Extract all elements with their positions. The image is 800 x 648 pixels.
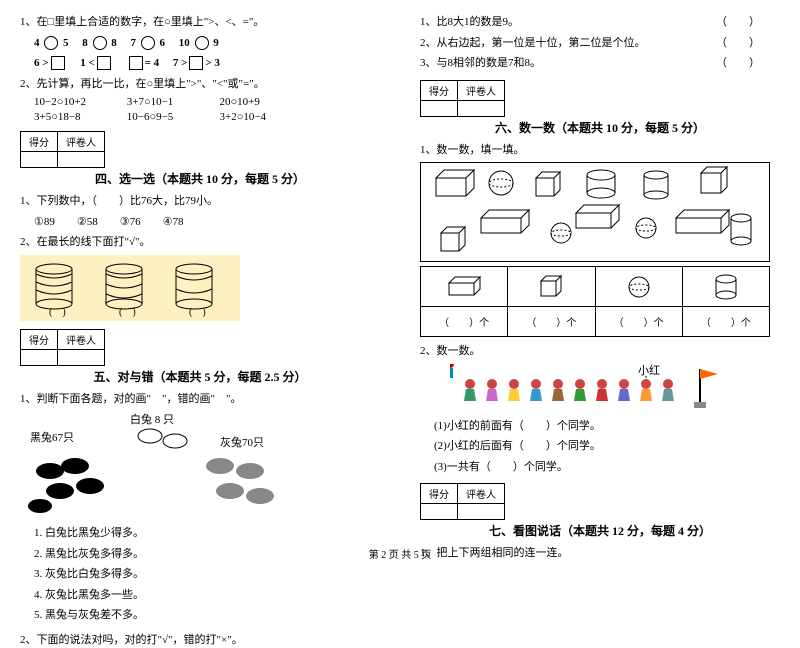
line: (3)一共有（ ）个同学。: [434, 459, 780, 476]
tf-3: 3、与8相邻的数是7和8。 （ ）: [420, 55, 780, 72]
gray-rabbit-label: 灰兔70只: [220, 435, 264, 449]
grader-label: 评卷人: [458, 80, 505, 100]
cylinders-image: ( ) ( ) ( ): [20, 255, 240, 321]
paren: （ ）: [716, 35, 760, 52]
s4-q2: 2、在最长的线下面打"√"。: [20, 234, 380, 251]
section4-title: 四、选一选（本题共 10 分，每题 5 分）: [20, 170, 380, 187]
score-label: 得分: [421, 80, 458, 100]
q1-prompt: 1、在□里填上合适的数字，在○里填上">、<、="。: [20, 14, 380, 31]
t: = 4: [145, 57, 160, 69]
n: 4: [34, 37, 40, 49]
grader-label: 评卷人: [58, 329, 105, 349]
s6-q1: 1、数一数，填一填。: [420, 142, 780, 159]
n: 9: [213, 37, 219, 49]
tf-2: 2、从右边起，第一位是十位，第二位是个位。 （ ）: [420, 35, 780, 52]
q1-row2: 6 > 1 < = 4 7 > > 3: [20, 55, 380, 72]
line: (2)小红的后面有（ ）个同学。: [434, 438, 780, 455]
right-column: 1、比8大1的数是9。（ ） 2、从右边起，第一位是十位，第二位是个位。（ ） …: [400, 0, 800, 545]
expr: 10−2○10+2: [34, 96, 124, 108]
svg-text:小红: 小红: [638, 364, 660, 377]
item: 4. 灰兔比黑兔多一些。: [34, 587, 380, 604]
section7-title: 七、看图说话（本题共 12 分，每题 4 分）: [420, 522, 780, 539]
blank-circle: [93, 36, 107, 50]
tf-text: 1、比8大1的数是9。: [420, 16, 519, 28]
count-cell: （ ）个: [595, 307, 682, 337]
blank-box: [51, 56, 65, 70]
s6-q2: 2、数一数。: [420, 343, 780, 360]
count-cell: （ ）个: [508, 307, 595, 337]
s5-q2: 2、下面的说法对吗，对的打"√"，错的打"×"。: [20, 632, 380, 648]
cylinder-icon: [682, 267, 769, 307]
svg-text:( ): ( ): [119, 307, 136, 317]
q2-line1: 10−2○10+2 3+7○10−1 20○10+9: [20, 96, 380, 108]
blank-circle: [44, 36, 58, 50]
cuboid-icon: [421, 267, 508, 307]
expr: 20○10+9: [220, 96, 310, 108]
expr: 3+2○10−4: [220, 111, 310, 123]
s6-lines: (1)小红的前面有（ ）个同学。 (2)小红的后面有（ ）个同学。 (3)一共有…: [420, 418, 780, 476]
expr: 3+7○10−1: [127, 96, 217, 108]
svg-text:( ): ( ): [189, 307, 206, 317]
t: 7 >: [173, 57, 188, 69]
t: 1 <: [80, 57, 95, 69]
expr: 3+5○18−8: [34, 111, 124, 123]
q1-row1: 4 5 8 8 7 6 10 9: [20, 35, 380, 52]
n: 5: [63, 37, 69, 49]
grader-label: 评卷人: [58, 132, 105, 152]
shapes-image: [420, 162, 770, 262]
score-box-4: 得分评卷人: [420, 483, 505, 520]
item: 5. 黑兔与灰兔差不多。: [34, 607, 380, 624]
rabbits-image: 黑兔67只 白兔 8 只 灰兔70只: [20, 411, 300, 521]
score-label: 得分: [421, 484, 458, 504]
s5-q1: 1、判断下面各题，对的画" "，错的画" "。: [20, 391, 380, 408]
count-cell: （ ）个: [421, 307, 508, 337]
s4-q1: 1、下列数中，（ ）比76大，比79小。: [20, 193, 380, 210]
line: (1)小红的前面有（ ）个同学。: [434, 418, 780, 435]
left-column: 1、在□里填上合适的数字，在○里填上">、<、="。 4 5 8 8 7 6 1…: [0, 0, 400, 545]
n: 6: [160, 37, 166, 49]
q2-line2: 3+5○18−8 10−6○9−5 3+2○10−4: [20, 111, 380, 123]
page-footer: 第 2 页 共 5 页: [0, 546, 800, 561]
item: 3. 灰兔比白兔多得多。: [34, 566, 380, 583]
blank-box: [129, 56, 143, 70]
n: 7: [131, 37, 137, 49]
paren: （ ）: [716, 14, 760, 31]
svg-text:( ): ( ): [49, 307, 66, 317]
white-rabbit-label: 白兔 8 只: [130, 412, 174, 426]
score-label: 得分: [21, 132, 58, 152]
black-rabbit-label: 黑兔67只: [30, 430, 74, 444]
q2-prompt: 2、先计算，再比一比，在○里填上">"、"<"或"="。: [20, 76, 380, 93]
s5-items: 1. 白兔比黑兔少得多。 2. 黑兔比灰兔多得多。 3. 灰兔比白兔多得多。 4…: [20, 525, 380, 624]
blank-box: [189, 56, 203, 70]
blank-box: [97, 56, 111, 70]
grader-label: 评卷人: [458, 484, 505, 504]
s4-q1-opts: ①89 ②58 ③76 ④78: [20, 214, 380, 231]
tf-1: 1、比8大1的数是9。 （ ）: [420, 14, 780, 31]
tf-text: 3、与8相邻的数是7和8。: [420, 57, 541, 69]
count-cell: （ ）个: [682, 307, 769, 337]
score-box-3: 得分评卷人: [420, 80, 505, 117]
item: 1. 白兔比黑兔少得多。: [34, 525, 380, 542]
n: 10: [179, 37, 190, 49]
n: 8: [111, 37, 117, 49]
shapes-count-table: （ ）个 （ ）个 （ ）个 （ ）个: [420, 266, 770, 337]
expr: 10−6○9−5: [127, 111, 217, 123]
section6-title: 六、数一数（本题共 10 分，每题 5 分）: [420, 119, 780, 136]
sphere-icon: [595, 267, 682, 307]
kids-image: 小红: [450, 364, 750, 414]
blank-circle: [141, 36, 155, 50]
score-box: 得分评卷人: [20, 131, 105, 168]
paren: （ ）: [716, 55, 760, 72]
section5-title: 五、对与错（本题共 5 分，每题 2.5 分）: [20, 368, 380, 385]
blank-circle: [195, 36, 209, 50]
score-box-2: 得分评卷人: [20, 329, 105, 366]
t: 6 >: [34, 57, 49, 69]
n: 8: [82, 37, 88, 49]
tf-text: 2、从右边起，第一位是十位，第二位是个位。: [420, 37, 646, 49]
t: > 3: [205, 57, 220, 69]
score-label: 得分: [21, 329, 58, 349]
cube-icon: [508, 267, 595, 307]
